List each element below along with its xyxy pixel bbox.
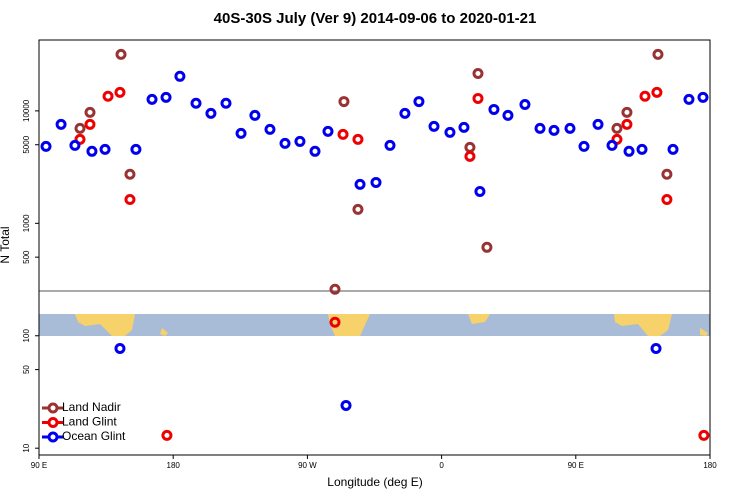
point <box>264 123 276 135</box>
y-tick-label: 100 <box>22 329 31 343</box>
point <box>86 145 98 157</box>
point <box>464 141 476 153</box>
point <box>472 68 484 80</box>
point <box>611 122 623 134</box>
point <box>352 203 364 215</box>
legend-marker <box>47 431 59 443</box>
point <box>174 70 186 82</box>
point <box>279 137 291 149</box>
point <box>578 140 590 152</box>
point <box>444 126 456 138</box>
point <box>636 143 648 155</box>
point <box>399 107 411 119</box>
point <box>667 143 679 155</box>
x-tick-label: 180 <box>167 461 181 470</box>
point <box>329 316 341 328</box>
x-tick-label: 90 W <box>298 461 317 470</box>
point <box>650 343 662 355</box>
point <box>249 109 261 121</box>
point <box>294 135 306 147</box>
x-tick-label: 90 E <box>31 461 47 470</box>
point <box>481 241 493 253</box>
point <box>99 143 111 155</box>
point <box>354 178 366 190</box>
point <box>114 86 126 98</box>
point <box>190 97 202 109</box>
legend-label: Land Nadir <box>62 400 121 414</box>
point <box>55 118 67 130</box>
legend-label: Ocean Glint <box>62 429 126 443</box>
point <box>661 168 673 180</box>
point <box>340 399 352 411</box>
y-tick-label: 10 <box>22 443 31 452</box>
point <box>548 124 560 136</box>
point <box>69 139 81 151</box>
legend-label: Land Glint <box>62 415 117 429</box>
point <box>161 429 173 441</box>
point <box>220 97 232 109</box>
point <box>84 118 96 130</box>
point <box>322 125 334 137</box>
point <box>502 109 514 121</box>
point <box>652 48 664 60</box>
plot-frame <box>38 39 711 456</box>
y-tick-label: 10000 <box>22 99 31 122</box>
point <box>84 106 96 118</box>
point <box>639 90 651 102</box>
point <box>413 96 425 108</box>
point <box>352 133 364 145</box>
point <box>124 193 136 205</box>
chart-title: 40S-30S July (Ver 9) 2014-09-06 to 2020-… <box>214 10 537 27</box>
map-band <box>39 314 710 336</box>
point <box>697 91 709 103</box>
point <box>338 96 350 108</box>
point <box>124 168 136 180</box>
point <box>205 107 217 119</box>
x-tick-label: 180 <box>703 461 717 470</box>
point <box>115 48 127 60</box>
y-tick-label: 500 <box>22 250 31 264</box>
point <box>160 91 172 103</box>
point <box>40 140 52 152</box>
point <box>488 103 500 115</box>
x-tick-label: 90 E <box>568 461 584 470</box>
point <box>337 128 349 140</box>
point <box>623 145 635 157</box>
y-tick-label: 5000 <box>22 135 31 153</box>
x-tick-label: 0 <box>439 461 444 470</box>
point <box>472 92 484 104</box>
point <box>661 193 673 205</box>
point <box>102 90 114 102</box>
point <box>519 98 531 110</box>
point <box>564 122 576 134</box>
point <box>683 93 695 105</box>
point <box>384 139 396 151</box>
point <box>651 86 663 98</box>
y-tick-label: 1000 <box>22 214 31 232</box>
point <box>146 93 158 105</box>
y-tick-label: 50 <box>22 365 31 374</box>
point <box>428 120 440 132</box>
point <box>592 118 604 130</box>
point <box>534 122 546 134</box>
point <box>235 127 247 139</box>
point <box>474 185 486 197</box>
point <box>464 150 476 162</box>
point <box>621 106 633 118</box>
point <box>621 118 633 130</box>
point <box>114 343 126 355</box>
point <box>458 121 470 133</box>
legend-marker <box>47 402 59 414</box>
legend-marker <box>47 417 59 428</box>
point <box>74 122 86 134</box>
y-axis-label: N Total <box>0 226 12 263</box>
x-axis-label: Longitude (deg E) <box>327 475 422 489</box>
point <box>370 176 382 188</box>
point <box>130 143 142 155</box>
point <box>606 139 618 151</box>
point <box>698 429 710 441</box>
point <box>329 283 341 295</box>
point <box>309 145 321 157</box>
